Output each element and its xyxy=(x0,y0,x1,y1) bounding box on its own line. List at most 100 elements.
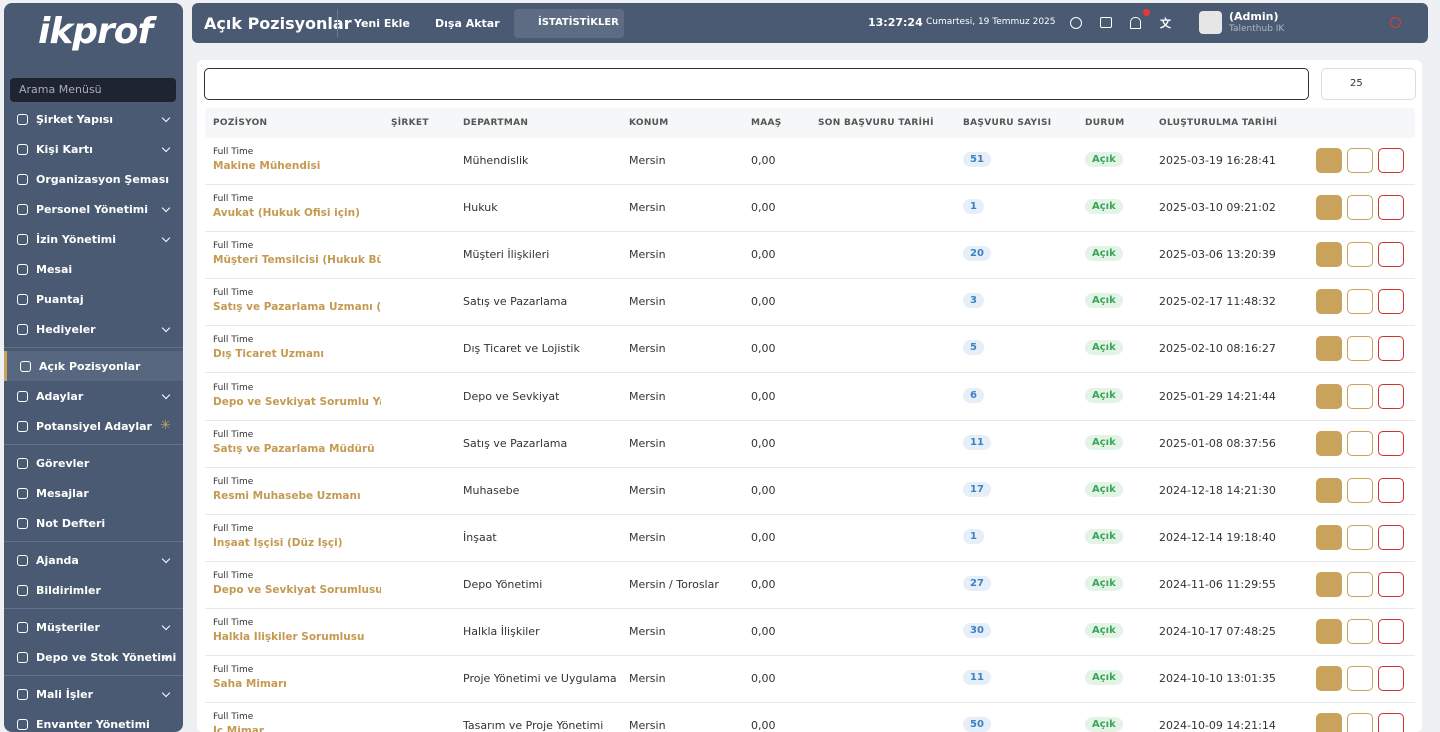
created-date: 2024-10-10 13:01:35 xyxy=(1159,672,1276,686)
menu-item[interactable]: Şirket Yapısı xyxy=(4,104,183,134)
view-button[interactable] xyxy=(1316,242,1342,268)
edit-button[interactable] xyxy=(1347,195,1373,221)
delete-button[interactable] xyxy=(1378,619,1404,644)
chat-icon[interactable] xyxy=(1100,17,1112,28)
menu-search[interactable]: Arama Menüsü xyxy=(10,78,176,102)
position-title[interactable]: İç Mimar xyxy=(213,725,265,732)
menu-item[interactable]: Puantaj xyxy=(4,284,183,314)
power-icon[interactable] xyxy=(1390,17,1401,28)
menu-item[interactable]: Hediyeler xyxy=(4,314,183,344)
position-title[interactable]: Halkla İlişkiler Sorumlusu xyxy=(213,631,365,643)
menu-item[interactable]: Organizasyon Şeması xyxy=(4,164,183,194)
status: Açık xyxy=(1085,434,1123,450)
delete-button[interactable] xyxy=(1378,195,1404,221)
view-button[interactable] xyxy=(1316,336,1342,362)
bell-icon[interactable] xyxy=(1130,17,1141,29)
application-count: 30 xyxy=(963,623,991,638)
menu-item[interactable]: Ajanda xyxy=(4,545,183,575)
lang-icon[interactable]: 文 xyxy=(1160,17,1171,30)
delete-button[interactable] xyxy=(1378,713,1404,732)
sidebar: ikprof Arama Menüsü Şirket Yapısı Kişi Ka… xyxy=(4,3,183,732)
position-title[interactable]: Depo ve Sevkiyat Sorumlu Yardım xyxy=(213,395,381,408)
add-button[interactable]: Yeni Ekle xyxy=(354,17,410,30)
export-button[interactable]: Dışa Aktar xyxy=(435,17,500,30)
status: Açık xyxy=(1085,623,1123,638)
theme-icon[interactable] xyxy=(1070,17,1082,29)
page-size-select[interactable] xyxy=(1321,68,1416,100)
menu-label: Potansiyel Adaylar xyxy=(36,419,152,433)
created-date: 2025-02-10 08:16:27 xyxy=(1159,342,1276,356)
edit-button[interactable] xyxy=(1347,148,1373,173)
view-button[interactable] xyxy=(1316,148,1342,173)
edit-button[interactable] xyxy=(1347,477,1373,503)
edit-button[interactable] xyxy=(1347,383,1373,409)
delete-button[interactable] xyxy=(1378,571,1404,597)
position-title[interactable]: Resmi Muhasebe Uzmanı xyxy=(213,489,361,502)
delete-button[interactable] xyxy=(1378,383,1404,409)
menu-item[interactable]: Adaylar xyxy=(4,381,183,411)
menu-item[interactable]: Mesai xyxy=(4,254,183,284)
menu-item[interactable]: Kişi Kartı xyxy=(4,134,183,164)
chevron xyxy=(161,143,171,153)
edit-button[interactable] xyxy=(1347,571,1373,597)
view-button[interactable] xyxy=(1316,713,1342,732)
menu-item[interactable]: Depo ve Stok Yönetimi xyxy=(4,642,183,672)
menu-item[interactable]: Personel Yönetimi xyxy=(4,194,183,224)
edit-button[interactable] xyxy=(1347,289,1373,315)
menu-item[interactable]: Açık Pozisyonlar xyxy=(4,351,183,381)
stats-button[interactable]: İSTATİSTİKLER xyxy=(538,17,619,28)
status: Açık xyxy=(1085,293,1123,309)
menu-item[interactable]: İzin Yönetimi xyxy=(4,224,183,254)
view-button[interactable] xyxy=(1316,571,1342,597)
delete-button[interactable] xyxy=(1378,289,1404,315)
position-title[interactable]: Satış ve Pazarlama Uzmanı (Huk xyxy=(213,301,381,314)
menu-icon xyxy=(17,487,28,499)
menu-item[interactable]: Mesajlar xyxy=(4,478,183,508)
position-title[interactable]: Saha Mimarı xyxy=(213,678,287,691)
view-button[interactable] xyxy=(1316,289,1342,315)
view-button[interactable] xyxy=(1316,619,1342,644)
edit-button[interactable] xyxy=(1347,713,1373,732)
position-title[interactable]: Depo ve Sevkiyat Sorumlusu xyxy=(213,583,381,596)
menu-item[interactable]: Potansiyel Adaylar ✳ xyxy=(4,411,183,441)
edit-button[interactable] xyxy=(1347,336,1373,362)
view-button[interactable] xyxy=(1316,383,1342,409)
edit-button[interactable] xyxy=(1347,242,1373,268)
view-button[interactable] xyxy=(1316,195,1342,221)
view-button[interactable] xyxy=(1316,430,1342,456)
menu-label: Envanter Yönetimi xyxy=(36,717,150,731)
view-button[interactable] xyxy=(1316,524,1342,550)
delete-button[interactable] xyxy=(1378,524,1404,550)
delete-button[interactable] xyxy=(1378,148,1404,173)
delete-button[interactable] xyxy=(1378,477,1404,503)
salary: 0,00 xyxy=(751,154,776,167)
menu-item[interactable]: Görevler xyxy=(4,448,183,478)
view-button[interactable] xyxy=(1316,666,1342,692)
menu-item[interactable]: Envanter Yönetimi xyxy=(4,709,183,732)
menu-item[interactable]: Mali İşler xyxy=(4,679,183,709)
status: Açık xyxy=(1085,246,1123,262)
position-title[interactable]: Satış ve Pazarlama Müdürü xyxy=(213,442,375,455)
salary: 0,00 xyxy=(751,577,776,591)
delete-button[interactable] xyxy=(1378,430,1404,456)
delete-button[interactable] xyxy=(1378,336,1404,362)
edit-button[interactable] xyxy=(1347,619,1373,644)
menu-item[interactable]: Not Defteri xyxy=(4,508,183,538)
position-title[interactable]: Müşteri Temsilcisi (Hukuk Bürosu xyxy=(213,254,381,267)
position-title[interactable]: Dış Ticaret Uzmanı xyxy=(213,348,325,361)
table-search[interactable] xyxy=(204,68,1309,100)
delete-button[interactable] xyxy=(1378,666,1404,692)
delete-button[interactable] xyxy=(1378,242,1404,268)
edit-button[interactable] xyxy=(1347,524,1373,550)
position-title[interactable]: Avukat (Hukuk Ofisi için) xyxy=(213,207,360,220)
position-title[interactable]: İnşaat İşçisi (Düz İşçi) xyxy=(213,536,343,549)
view-button[interactable] xyxy=(1316,477,1342,503)
avatar[interactable] xyxy=(1199,11,1222,34)
menu-item[interactable]: Müşteriler xyxy=(4,612,183,642)
menu-item[interactable]: Bildirimler xyxy=(4,575,183,605)
position-title[interactable]: Makine Mühendisi xyxy=(213,160,321,172)
chevron xyxy=(161,233,171,243)
edit-button[interactable] xyxy=(1347,666,1373,692)
location: Mersin xyxy=(629,342,666,356)
edit-button[interactable] xyxy=(1347,430,1373,456)
